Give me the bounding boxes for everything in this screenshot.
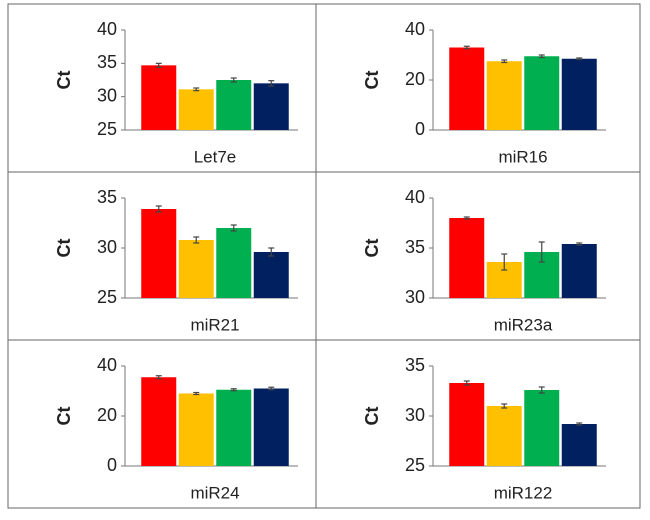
y-axis-label: Ct	[54, 407, 74, 426]
error-bar	[576, 242, 583, 246]
bar	[253, 83, 289, 130]
panel: 30 35 40 Ct miR23a	[362, 187, 606, 334]
error-bar	[268, 386, 275, 391]
error-bar	[230, 77, 237, 83]
bar	[449, 218, 485, 298]
panel: 25 30 35 Ct miR122	[362, 355, 606, 502]
y-tick-label: 25	[97, 287, 117, 307]
y-axis-label: Ct	[362, 407, 382, 426]
bar	[178, 240, 214, 298]
y-tick-label: 35	[405, 237, 425, 257]
error-bar	[155, 205, 162, 213]
bar	[253, 252, 289, 298]
y-tick-label: 30	[97, 237, 117, 257]
error-bar	[501, 403, 508, 409]
error-bar	[155, 62, 162, 68]
bar	[449, 383, 485, 466]
bar	[178, 89, 214, 130]
y-tick-label: 40	[405, 187, 425, 207]
y-axis-label: Ct	[54, 239, 74, 258]
error-bar	[193, 391, 200, 396]
error-bar	[268, 247, 275, 257]
y-tick-label: 30	[405, 405, 425, 425]
bar	[486, 406, 522, 466]
y-tick-label: 40	[97, 19, 117, 39]
error-bar	[538, 386, 545, 394]
x-axis-label: miR122	[494, 483, 553, 502]
bar	[524, 390, 560, 466]
y-axis-label: Ct	[362, 71, 382, 90]
y-tick-label: 40	[405, 19, 425, 39]
error-bar	[230, 224, 237, 232]
error-bar	[155, 375, 162, 380]
bar	[141, 209, 177, 298]
x-axis-label: Let7e	[194, 147, 237, 166]
error-bar	[463, 45, 470, 50]
panel: 25 30 35 Ct miR21	[54, 187, 298, 334]
frame	[7, 3, 641, 509]
x-axis-label: miR16	[498, 147, 547, 166]
bar	[561, 244, 597, 298]
y-tick-label: 40	[97, 355, 117, 375]
y-tick-label: 35	[405, 355, 425, 375]
error-bar	[463, 380, 470, 386]
bar	[449, 47, 485, 130]
error-bar	[463, 216, 470, 220]
y-tick-label: 35	[97, 187, 117, 207]
y-tick-label: 30	[405, 287, 425, 307]
bar	[524, 56, 560, 130]
y-tick-label: 0	[107, 455, 117, 475]
error-bar	[193, 236, 200, 244]
error-bar	[501, 253, 508, 271]
error-bar	[501, 59, 508, 64]
x-axis-label: miR24	[190, 483, 239, 502]
y-axis-label: Ct	[362, 239, 382, 258]
error-bar	[538, 54, 545, 59]
panel: 0 20 40 Ct miR16	[362, 19, 606, 166]
panel: 25 30 35 40 Ct Let7e	[54, 19, 298, 166]
error-bar	[193, 87, 200, 92]
y-tick-label: 20	[405, 69, 425, 89]
error-bar	[230, 388, 237, 392]
bar	[141, 65, 177, 130]
bar	[178, 393, 214, 466]
y-axis-label: Ct	[54, 71, 74, 90]
bar	[486, 61, 522, 130]
bar	[216, 80, 252, 130]
bar	[216, 389, 252, 466]
bar	[253, 388, 289, 466]
x-axis-label: miR23a	[494, 315, 553, 334]
y-tick-label: 30	[97, 85, 117, 105]
bar	[216, 228, 252, 298]
y-tick-label: 25	[405, 455, 425, 475]
y-tick-label: 20	[97, 405, 117, 425]
x-axis-label: miR21	[190, 315, 239, 334]
panel: 0 20 40 Ct miR24	[54, 355, 298, 502]
y-tick-label: 25	[97, 119, 117, 139]
error-bar	[538, 241, 545, 263]
y-tick-label: 35	[97, 52, 117, 72]
error-bar	[576, 57, 583, 61]
bar	[561, 424, 597, 466]
y-tick-label: 0	[415, 119, 425, 139]
error-bar	[576, 422, 583, 426]
error-bar	[268, 80, 275, 87]
bar	[561, 58, 597, 130]
bar	[141, 377, 177, 466]
